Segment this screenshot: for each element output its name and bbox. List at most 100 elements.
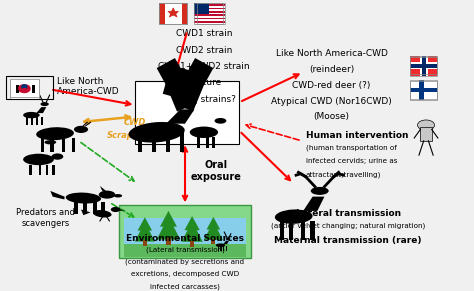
Text: Like North
America-CWD: Like North America-CWD (57, 77, 120, 96)
Bar (17, 86, 18, 88)
Bar (194, 9, 223, 11)
Text: infected cervids; urine as: infected cervids; urine as (306, 158, 397, 164)
FancyBboxPatch shape (119, 205, 251, 258)
Bar (194, 3, 223, 24)
Polygon shape (167, 8, 179, 17)
Bar (41, 138, 44, 152)
Polygon shape (204, 221, 223, 240)
Bar (159, 3, 164, 24)
Text: infected carcasses): infected carcasses) (150, 283, 220, 290)
Bar (197, 19, 225, 21)
Bar (310, 221, 315, 239)
Bar (194, 3, 223, 4)
Bar (17, 90, 18, 91)
Bar (197, 3, 225, 4)
Ellipse shape (114, 194, 122, 198)
Text: excretions, decomposed CWD: excretions, decomposed CWD (131, 271, 239, 277)
Polygon shape (166, 109, 194, 124)
Bar (36, 117, 38, 125)
Bar (206, 136, 209, 148)
Bar (197, 23, 225, 24)
Text: Other strains?: Other strains? (172, 95, 236, 104)
Polygon shape (36, 107, 46, 113)
Bar (166, 238, 171, 245)
Ellipse shape (275, 210, 312, 224)
Bar (10, 80, 38, 99)
Text: (Lateral transmission): (Lateral transmission) (146, 246, 225, 253)
Bar (197, 3, 225, 24)
Bar (410, 80, 438, 99)
Bar (17, 85, 18, 86)
Ellipse shape (226, 238, 230, 240)
Bar (410, 64, 438, 66)
Ellipse shape (111, 207, 120, 212)
Text: CWD: CWD (124, 118, 146, 127)
Polygon shape (167, 8, 179, 17)
Ellipse shape (190, 127, 218, 138)
Circle shape (18, 86, 30, 93)
Bar (166, 132, 170, 152)
Bar (164, 3, 182, 24)
Text: mixture: mixture (186, 78, 221, 87)
Bar (410, 63, 438, 68)
Text: (contaminated by secretions and: (contaminated by secretions and (126, 258, 245, 265)
Bar (41, 117, 43, 125)
Text: CWD1 strain: CWD1 strain (176, 29, 232, 38)
Ellipse shape (66, 193, 101, 203)
Text: (Moose): (Moose) (313, 112, 349, 121)
Ellipse shape (52, 153, 64, 160)
Bar (46, 165, 48, 175)
Text: Oral
exposure: Oral exposure (190, 160, 241, 182)
Bar (17, 89, 18, 90)
Bar (218, 246, 219, 251)
Polygon shape (100, 186, 106, 191)
Bar (17, 87, 18, 89)
Bar (32, 87, 35, 89)
Bar (62, 138, 65, 152)
Ellipse shape (128, 122, 185, 143)
Bar (190, 241, 194, 247)
Circle shape (21, 86, 27, 89)
Polygon shape (137, 217, 152, 230)
Bar (124, 244, 246, 257)
Bar (194, 13, 223, 14)
Bar (172, 11, 174, 15)
Bar (223, 246, 224, 251)
Ellipse shape (99, 191, 115, 199)
Bar (289, 221, 293, 239)
Bar (124, 218, 246, 244)
Bar (83, 202, 87, 214)
Bar (172, 11, 174, 15)
Bar (159, 3, 187, 24)
Bar (410, 88, 438, 91)
Bar (101, 202, 105, 214)
Text: (antler velvet changing; natural migration): (antler velvet changing; natural migrati… (271, 223, 425, 229)
Bar (194, 19, 223, 21)
Bar (31, 117, 33, 125)
Text: Scrapie/BSE: Scrapie/BSE (107, 131, 164, 140)
Bar (212, 136, 215, 148)
Bar (93, 202, 97, 214)
Circle shape (418, 120, 435, 130)
Text: Predators and
scavengers: Predators and scavengers (16, 208, 75, 228)
Circle shape (21, 84, 27, 88)
Bar (50, 138, 54, 152)
Text: CWD2 strain: CWD2 strain (176, 46, 232, 55)
Polygon shape (160, 211, 177, 227)
Bar (194, 3, 206, 14)
Bar (197, 3, 209, 14)
Bar (301, 221, 305, 239)
Polygon shape (156, 217, 180, 239)
Ellipse shape (36, 127, 74, 140)
Bar (74, 202, 78, 214)
Ellipse shape (23, 112, 40, 118)
Polygon shape (223, 241, 229, 244)
Text: Lateral transmission: Lateral transmission (295, 210, 401, 219)
Bar (280, 221, 284, 239)
Bar (421, 57, 426, 76)
Bar (194, 6, 223, 8)
Polygon shape (50, 191, 64, 200)
Bar (159, 3, 187, 24)
Ellipse shape (215, 118, 227, 124)
Bar (410, 57, 438, 76)
